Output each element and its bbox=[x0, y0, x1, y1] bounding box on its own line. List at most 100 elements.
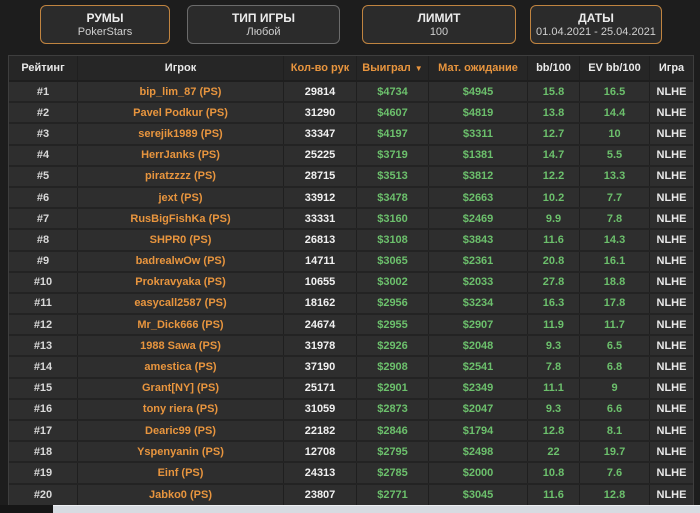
table-row: #11 easycall2587 (PS) 18162 $2956 $3234 16.3 1… bbox=[9, 293, 693, 316]
hands-cell: 33331 bbox=[283, 209, 356, 229]
table-header-row: Рейтинг Игрок Кол-во рук Выиграл ▼ Мат. ожида… bbox=[9, 56, 693, 82]
game-cell: NLHE bbox=[649, 272, 693, 292]
player-cell[interactable]: piratzzzz (PS) bbox=[77, 166, 283, 186]
evbb100-cell: 14.3 bbox=[579, 230, 649, 250]
column-header-bb100[interactable]: bb/100 bbox=[527, 56, 579, 80]
column-header-ev-label: Мат. ожидание bbox=[438, 62, 518, 74]
filter-rooms-label: РУМЫ bbox=[86, 10, 124, 25]
game-cell: NLHE bbox=[649, 230, 693, 250]
column-header-rank[interactable]: Рейтинг bbox=[9, 56, 77, 80]
table-row: #8 SHPR0 (PS) 26813 $3108 $3843 11.6 14.3 NLHE bbox=[9, 230, 693, 252]
player-cell[interactable]: bip_lim_87 (PS) bbox=[77, 82, 283, 102]
ev-cell: $2033 bbox=[428, 272, 527, 292]
filter-rooms[interactable]: РУМЫ PokerStars bbox=[40, 5, 170, 44]
column-header-hands[interactable]: Кол-во рук bbox=[283, 56, 356, 80]
evbb100-cell: 6.5 bbox=[579, 336, 649, 356]
column-header-player[interactable]: Игрок bbox=[77, 56, 283, 80]
ev-cell: $3843 bbox=[428, 230, 527, 250]
rank-cell: #8 bbox=[36, 233, 50, 246]
filter-bar: РУМЫ PokerStars ТИП ИГРЫ Любой ЛИМИТ 100… bbox=[0, 0, 700, 55]
column-header-won[interactable]: Выиграл ▼ bbox=[356, 56, 428, 80]
column-header-evbb100[interactable]: EV bb/100 bbox=[579, 56, 649, 80]
player-cell[interactable]: Pavel Podkur (PS) bbox=[77, 103, 283, 123]
won-cell: $3160 bbox=[356, 209, 428, 229]
game-cell: NLHE bbox=[649, 124, 693, 144]
player-cell[interactable]: Dearic99 (PS) bbox=[77, 421, 283, 441]
game-cell: NLHE bbox=[649, 399, 693, 419]
player-cell[interactable]: Grant[NY] (PS) bbox=[77, 378, 283, 398]
player-cell[interactable]: jext (PS) bbox=[77, 187, 283, 208]
game-cell: NLHE bbox=[649, 357, 693, 377]
rankings-table: Рейтинг Игрок Кол-во рук Выиграл ▼ Мат. ожида… bbox=[8, 55, 694, 507]
player-cell[interactable]: serejik1989 (PS) bbox=[77, 124, 283, 144]
ev-cell: $2469 bbox=[428, 209, 527, 229]
evbb100-cell: 7.8 bbox=[579, 209, 649, 229]
ev-cell: $2498 bbox=[428, 442, 527, 462]
rank-cell: #16 bbox=[33, 403, 53, 416]
game-cell: NLHE bbox=[649, 103, 693, 123]
hands-cell: 31290 bbox=[283, 103, 356, 123]
hands-cell: 29814 bbox=[283, 82, 356, 102]
table-body: #1 bip_lim_87 (PS) 29814 $4734 $4945 15.8 16.5… bbox=[9, 82, 693, 506]
game-cell: NLHE bbox=[649, 442, 693, 462]
player-cell[interactable]: 1988 Sawa (PS) bbox=[77, 336, 283, 356]
bb100-cell: 16.3 bbox=[527, 293, 579, 314]
player-cell[interactable]: tony riera (PS) bbox=[77, 399, 283, 419]
hands-cell: 31059 bbox=[283, 399, 356, 419]
won-cell: $3065 bbox=[356, 251, 428, 271]
hands-cell: 12708 bbox=[283, 442, 356, 462]
ev-cell: $3234 bbox=[428, 293, 527, 314]
filter-game-type[interactable]: ТИП ИГРЫ Любой bbox=[187, 5, 340, 44]
filter-dates[interactable]: ДАТЫ 01.04.2021 - 25.04.2021 bbox=[530, 5, 662, 44]
column-header-game[interactable]: Игра bbox=[649, 56, 693, 80]
column-header-ev[interactable]: Мат. ожидание bbox=[428, 56, 527, 80]
game-cell: NLHE bbox=[649, 293, 693, 314]
player-cell[interactable]: easycall2587 (PS) bbox=[77, 293, 283, 314]
table-row: #18 Yspenyanin (PS) 12708 $2795 $2498 22 19.7 N… bbox=[9, 442, 693, 464]
hands-cell: 33347 bbox=[283, 124, 356, 144]
won-cell: $2901 bbox=[356, 378, 428, 398]
player-cell[interactable]: RusBigFishKa (PS) bbox=[77, 209, 283, 229]
player-cell[interactable]: Prokravyaka (PS) bbox=[77, 272, 283, 292]
player-cell[interactable]: SHPR0 (PS) bbox=[77, 230, 283, 250]
game-cell: NLHE bbox=[649, 251, 693, 271]
ev-cell: $1794 bbox=[428, 421, 527, 441]
evbb100-cell: 9 bbox=[579, 378, 649, 398]
bottom-scrollbar-thumb[interactable] bbox=[53, 505, 700, 513]
filter-limit[interactable]: ЛИМИТ 100 bbox=[362, 5, 516, 44]
won-cell: $2926 bbox=[356, 336, 428, 356]
column-header-evbb100-label: EV bb/100 bbox=[588, 62, 641, 74]
player-cell[interactable]: HerrJanks (PS) bbox=[77, 145, 283, 165]
filter-limit-value: 100 bbox=[429, 25, 449, 38]
won-cell: $2846 bbox=[356, 421, 428, 441]
ev-cell: $1381 bbox=[428, 145, 527, 165]
hands-cell: 24674 bbox=[283, 315, 356, 335]
evbb100-cell: 7.7 bbox=[579, 187, 649, 208]
game-cell: NLHE bbox=[649, 336, 693, 356]
hands-cell: 25171 bbox=[283, 378, 356, 398]
game-cell: NLHE bbox=[649, 484, 693, 506]
hands-cell: 25225 bbox=[283, 145, 356, 165]
ev-cell: $4945 bbox=[428, 82, 527, 102]
game-cell: NLHE bbox=[649, 463, 693, 483]
table-row: #5 piratzzzz (PS) 28715 $3513 $3812 12.2 13.3 N… bbox=[9, 166, 693, 188]
bb100-cell: 20.8 bbox=[527, 251, 579, 271]
table-row: #7 RusBigFishKa (PS) 33331 $3160 $2469 9.9 7.8… bbox=[9, 209, 693, 231]
won-cell: $2955 bbox=[356, 315, 428, 335]
player-cell[interactable]: Jabko0 (PS) bbox=[77, 484, 283, 506]
player-cell[interactable]: Mr_Dick666 (PS) bbox=[77, 315, 283, 335]
bb100-cell: 13.8 bbox=[527, 103, 579, 123]
rank-cell: #12 bbox=[33, 318, 53, 331]
won-cell: $2785 bbox=[356, 463, 428, 483]
rank-cell: #10 bbox=[33, 276, 53, 289]
won-cell: $3513 bbox=[356, 166, 428, 186]
bb100-cell: 12.2 bbox=[527, 166, 579, 186]
rank-cell: #11 bbox=[34, 297, 52, 310]
player-cell[interactable]: Yspenyanin (PS) bbox=[77, 442, 283, 462]
evbb100-cell: 16.5 bbox=[579, 82, 649, 102]
player-cell[interactable]: Einf (PS) bbox=[77, 463, 283, 483]
hands-cell: 28715 bbox=[283, 166, 356, 186]
player-cell[interactable]: amestica (PS) bbox=[77, 357, 283, 377]
player-cell[interactable]: badrealwOw (PS) bbox=[77, 251, 283, 271]
game-cell: NLHE bbox=[649, 187, 693, 208]
